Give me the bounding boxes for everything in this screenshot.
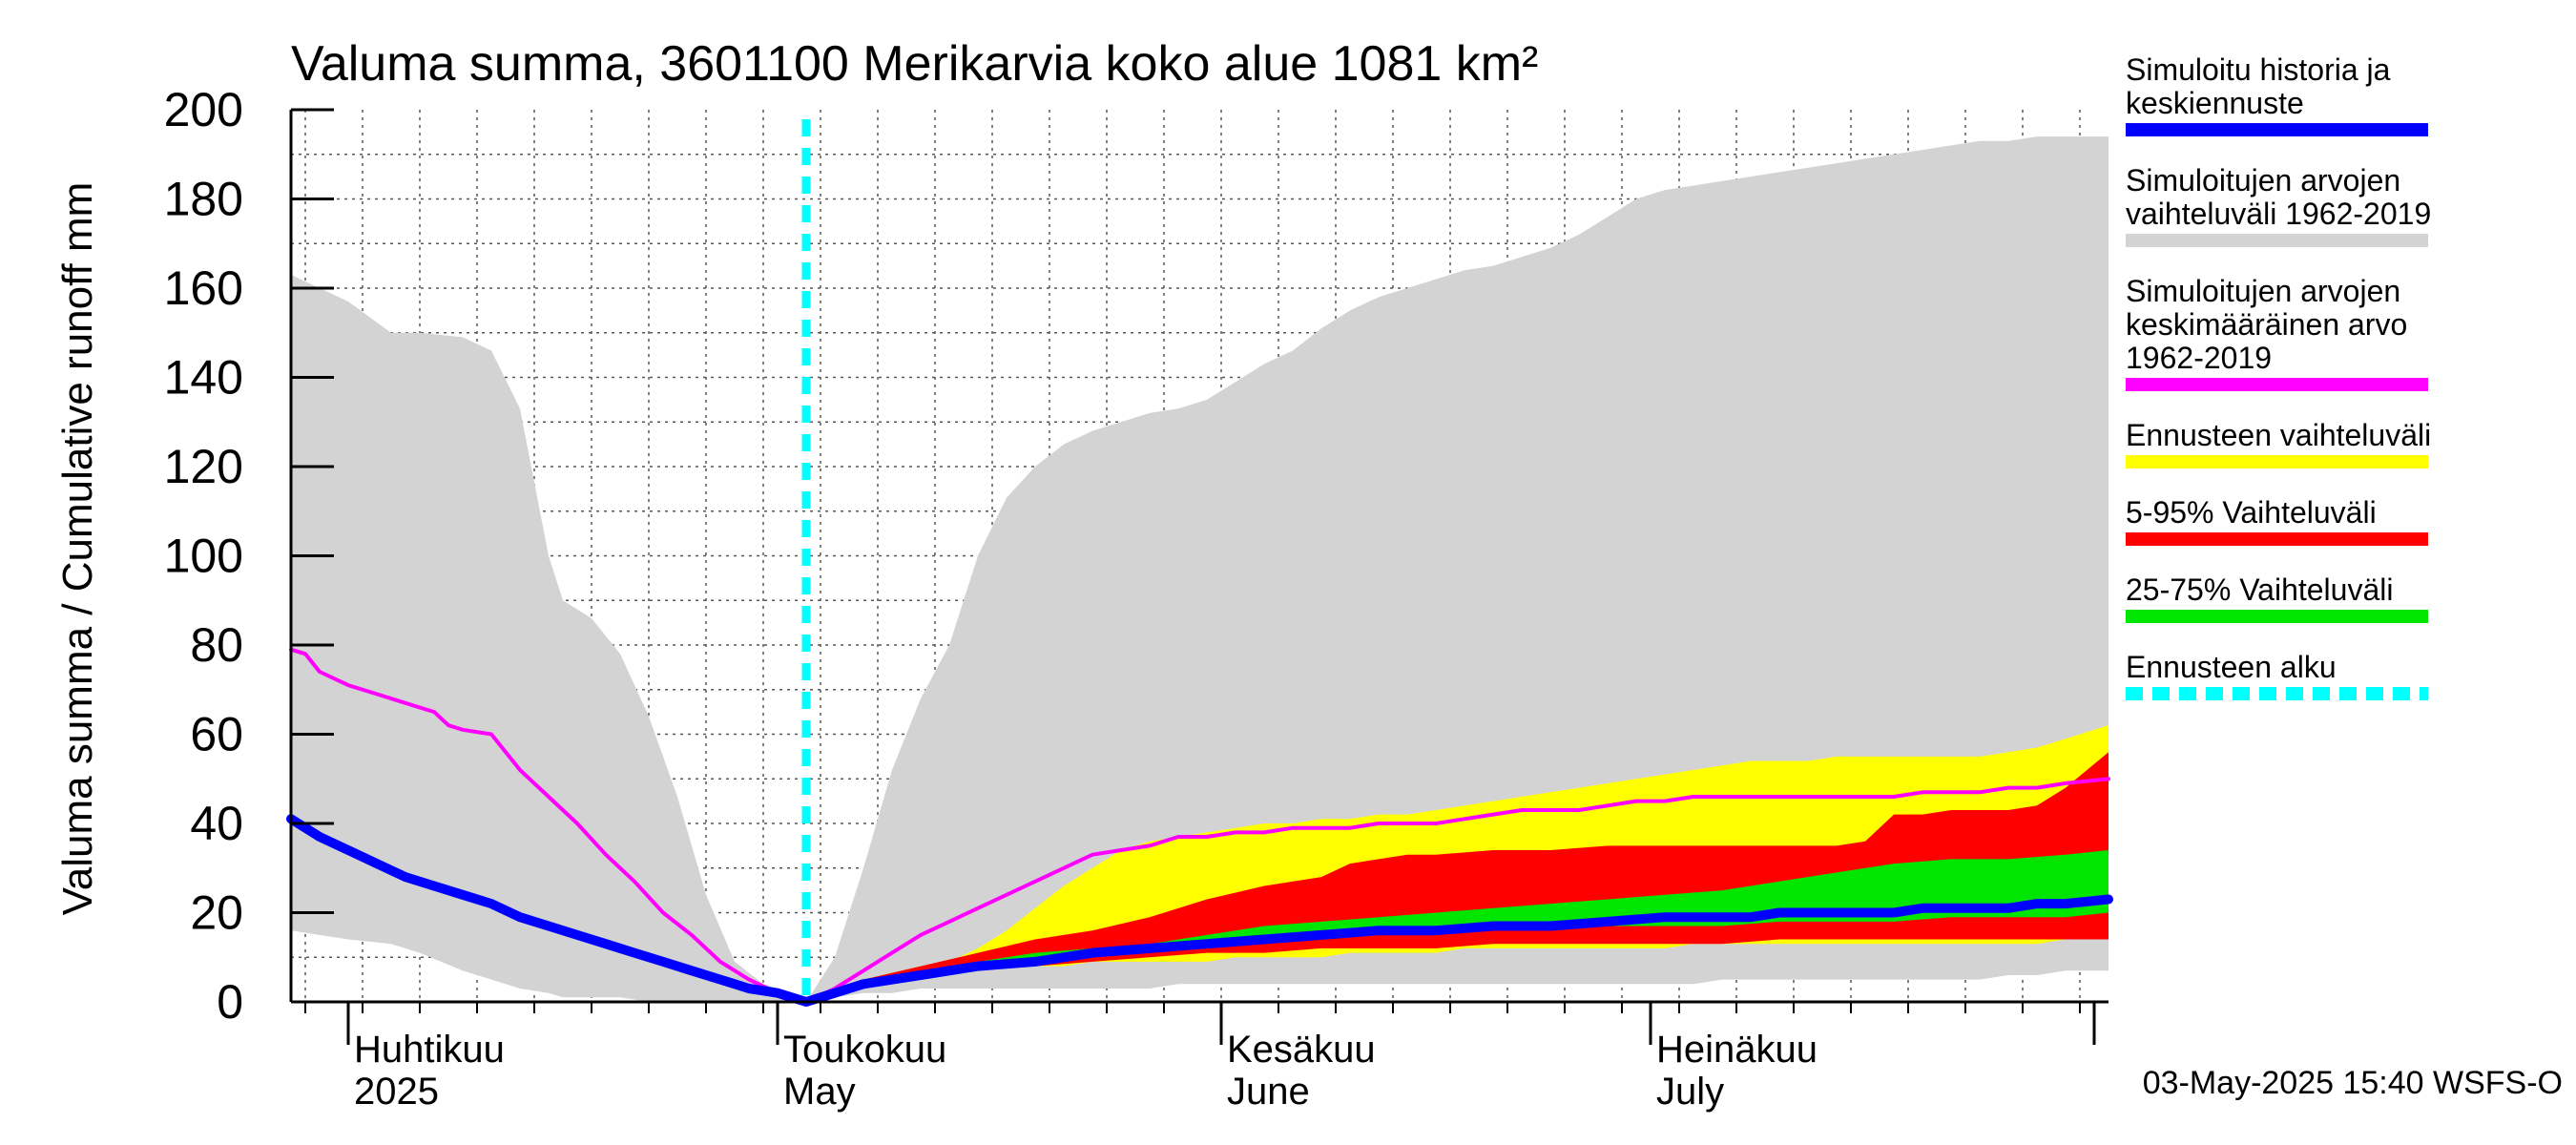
- legend-label: keskimääräinen arvo: [2126, 307, 2407, 342]
- legend-label: 25-75% Vaihteluväli: [2126, 572, 2393, 607]
- y-axis-label: Valuma summa / Cumulative runoff mm: [54, 182, 101, 916]
- legend-label: 5-95% Vaihteluväli: [2126, 495, 2377, 530]
- y-tick-label: 0: [217, 975, 243, 1029]
- timestamp: 03-May-2025 15:40 WSFS-O: [2143, 1065, 2563, 1101]
- y-tick-label: 180: [164, 173, 243, 226]
- line-series-4: [289, 647, 2110, 1004]
- y-tick-label: 140: [164, 351, 243, 405]
- x-month-label-fi: Huhtikuu: [354, 1029, 505, 1071]
- x-month-label-fi: Toukokuu: [783, 1029, 946, 1071]
- y-tick-label: 100: [164, 530, 243, 583]
- y-tick-label: 200: [164, 83, 243, 136]
- x-month-label-en: July: [1656, 1071, 1724, 1113]
- legend-label: vaihteluväli 1962-2019: [2126, 197, 2431, 231]
- data-lines: [286, 647, 2113, 1007]
- legend-label: Simuloitu historia ja: [2126, 52, 2391, 87]
- legend-label: Simuloitujen arvojen: [2126, 274, 2400, 308]
- y-tick-label: 120: [164, 440, 243, 493]
- y-tick-label: 20: [190, 886, 243, 940]
- chart-title: Valuma summa, 3601100 Merikarvia koko al…: [291, 36, 1538, 92]
- legend-label: Ennusteen vaihteluväli: [2126, 418, 2431, 452]
- y-ticks: 0 20 40 60 80 100 120 140 160 180 200: [164, 83, 334, 1029]
- legend-label: Ennusteen alku: [2126, 650, 2337, 684]
- legend-label: keskiennuste: [2126, 86, 2304, 120]
- y-tick-label: 80: [190, 618, 243, 672]
- y-tick-label: 60: [190, 708, 243, 761]
- line-series-5: [286, 814, 2113, 1007]
- x-month-label-en: May: [783, 1071, 856, 1113]
- x-month-label-fi: Heinäkuu: [1656, 1029, 1818, 1071]
- data-bands: [291, 136, 2109, 1003]
- band-series-2: [863, 752, 2109, 980]
- y-tick-label: 40: [190, 797, 243, 850]
- legend-label: Simuloitujen arvojen: [2126, 163, 2400, 198]
- band-series-3: [863, 850, 2109, 971]
- legend-label: 1962-2019: [2126, 341, 2272, 375]
- y-tick-label: 160: [164, 261, 243, 315]
- x-month-label-en: June: [1227, 1071, 1310, 1113]
- x-month-label-fi: Kesäkuu: [1227, 1029, 1376, 1071]
- x-month-label-en: 2025: [354, 1071, 439, 1113]
